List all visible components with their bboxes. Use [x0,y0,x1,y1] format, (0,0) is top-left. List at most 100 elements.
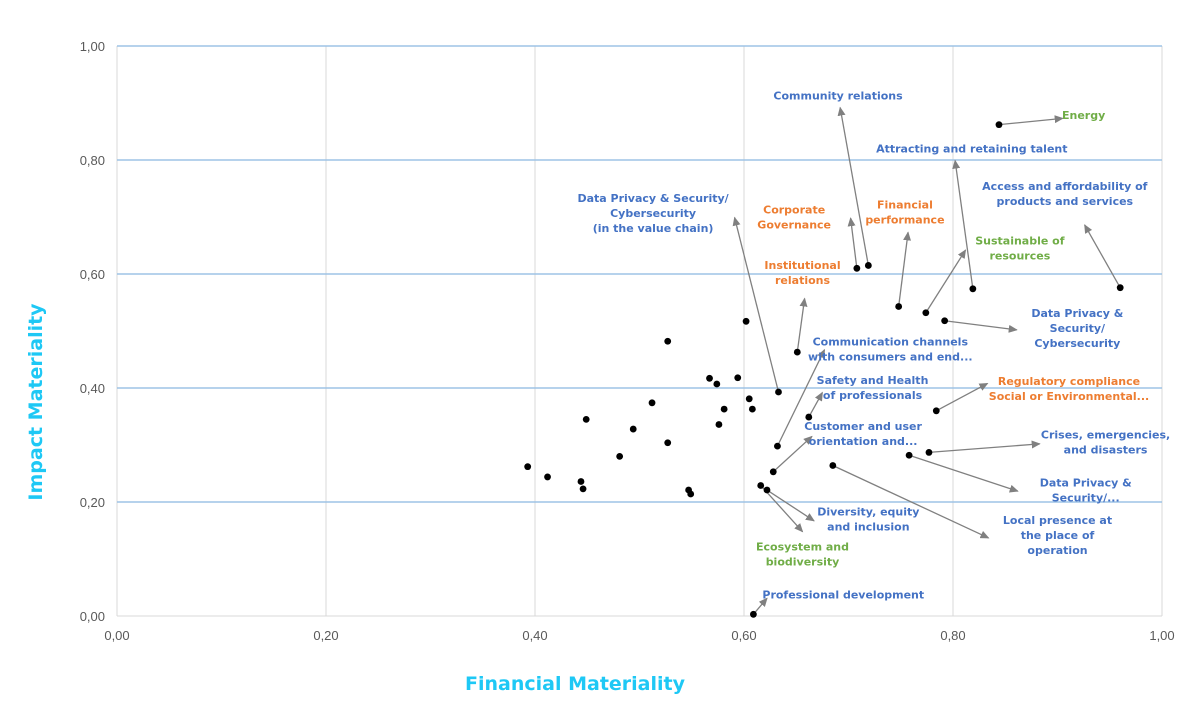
data-point [664,439,672,447]
annotation-leader-line [908,454,1019,493]
y-tick-label: 0,00 [80,609,105,624]
annotation-label-line: Security/... [1052,492,1120,505]
annotation-label: Data Privacy & Security/Cybersecurity [1031,307,1123,350]
data-point [1116,284,1124,292]
y-axis-title: Impact Materiality [25,303,47,501]
annotation-label-line: Local presence at [1003,514,1112,527]
gridlines [116,45,1163,617]
annotation-label-line: Corporate [763,204,825,217]
data-point [629,425,637,433]
annotation-leader-line [732,216,780,393]
annotation-label-line: Communication channels [813,335,969,348]
annotation-label-line: performance [865,213,944,226]
annotation-labels: Community relations Energy Attracting and … [577,90,1170,602]
annotation-leader-line [776,348,826,447]
annotation-leader-line [952,159,974,289]
data-point [687,490,695,498]
annotation-label-line: orientation and... [809,435,918,448]
data-point [853,264,861,272]
annotation-leader-line [928,440,1041,454]
annotation-leader-line [832,464,990,539]
data-point [905,451,913,459]
data-point [895,303,903,310]
data-point [715,421,723,428]
annotation-label: Data Privacy & Security/Cybersecurity (in… [577,192,729,235]
annotation-label: Data Privacy & Security/... [1040,477,1132,505]
annotation-label: Professional development [762,588,924,601]
annotation-leader-line [808,391,823,418]
annotation-leader-line [898,231,912,307]
data-point [969,285,977,293]
annotation-leader-line [772,435,813,473]
data-point [742,317,750,325]
annotation-label: Financial performance [865,198,944,226]
y-tick-label: 0,60 [80,267,105,282]
tick-labels: 0,00 0,20 0,40 0,60 0,80 1,00 0,00 0,20 0,40 0,60… [80,39,1175,643]
annotation-label-line: Cybersecurity [1034,337,1120,350]
annotation-label-line: Social or Environmental... [989,390,1149,403]
annotation-label-line: Regulatory compliance [998,375,1140,388]
annotation-label-line: Access and affordability of [982,180,1148,193]
annotation-label-line: Security/ [1050,322,1106,335]
data-point [582,415,590,423]
x-tick-label: 0,20 [313,628,338,643]
data-point [648,399,656,407]
data-point [995,121,1003,129]
annotation-label-line: Professional development [762,588,924,601]
data-point [544,473,551,481]
data-point [616,453,624,460]
data-point [748,405,756,413]
annotation-label: Community relations [773,90,903,103]
data-point [932,407,940,415]
annotation-label-line: Data Privacy & [1031,307,1123,320]
annotation-label-line: Customer and user [804,420,922,433]
x-tick-label: 0,60 [731,628,756,643]
data-point [941,317,949,325]
annotation-label: Communication channels with consumers and… [808,335,973,363]
data-point [720,405,728,413]
annotation-label-line: and disasters [1064,444,1148,457]
annotation-label: Local presence at the place of operation [1003,514,1112,557]
annotation-label-line: Data Privacy & Security/ [577,192,729,205]
annotation-label-line: and inclusion [827,521,909,534]
data-point [829,462,837,469]
x-axis-title: Financial Materiality [465,673,686,695]
annotation-label: Sustainable of resources [975,234,1064,262]
annotation-label: Corporate Governance [757,204,831,232]
data-point [763,486,771,494]
data-point [577,478,585,485]
annotation-label-line: Cybersecurity [610,207,696,220]
annotation-leader-line [944,320,1018,333]
annotation-label-line: Ecosystem and [756,540,849,553]
y-tick-label: 0,40 [80,381,105,396]
annotation-label: Crises, emergencies, and disasters [1041,429,1170,457]
annotation-label-line: Community relations [773,90,903,103]
data-point [775,388,782,396]
annotation-label-line: Safety and Health [817,374,929,387]
x-tick-label: 0,00 [104,628,129,643]
annotation-leader-line [752,597,768,615]
annotation-leader-line [837,106,869,266]
data-points [524,121,1124,618]
annotation-label: Customer and user orientation and... [804,420,922,448]
y-tick-label: 0,80 [80,153,105,168]
annotation-leader-line [847,217,858,269]
data-point [922,309,930,317]
annotation-label-line: the place of [1021,529,1095,542]
annotation-label: Ecosystem and biodiversity [756,540,849,568]
annotation-leader-lines [732,106,1121,615]
data-point [774,442,781,450]
annotation-label-line: Governance [757,219,831,232]
data-point [757,482,765,489]
data-point [864,262,872,269]
annotation-label: Diversity, equity and inclusion [817,506,919,534]
x-tick-label: 0,80 [940,628,965,643]
annotation-label: Safety and Health of professionals [817,374,929,402]
annotation-label-line: Attracting and retaining talent [876,143,1067,156]
annotation-label-line: with consumers and end... [808,350,973,363]
annotation-label-line: Diversity, equity [817,506,919,519]
data-point [745,395,753,403]
x-tick-label: 0,40 [522,628,547,643]
